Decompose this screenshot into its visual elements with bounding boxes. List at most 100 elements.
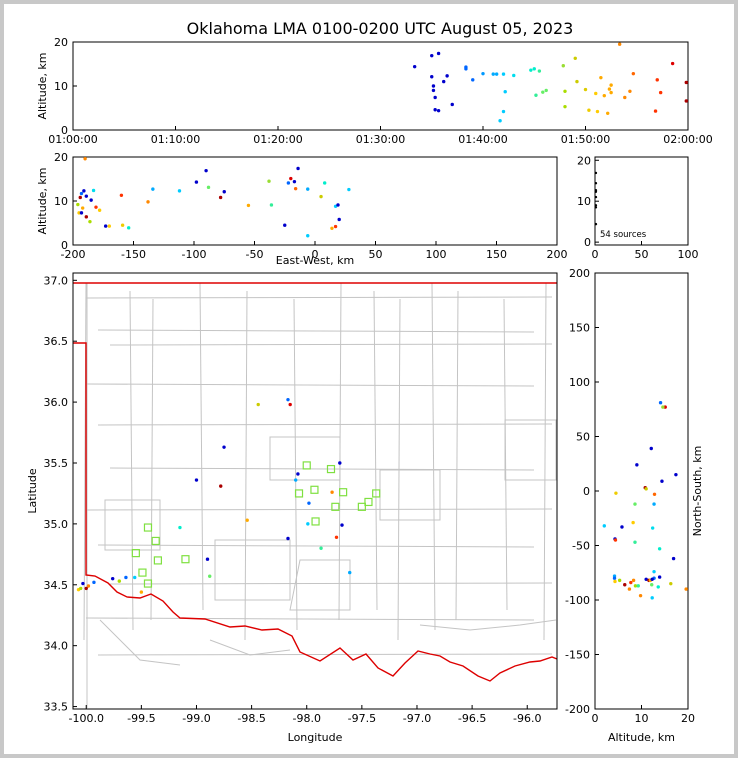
county-line bbox=[431, 282, 436, 631]
map-source-point bbox=[81, 581, 85, 586]
map-source-point bbox=[319, 546, 323, 550]
state-border bbox=[73, 282, 558, 682]
ew-panel-xlabel: East-West, km bbox=[276, 254, 354, 267]
time-panel-point bbox=[430, 53, 434, 58]
time-panel-point bbox=[573, 56, 577, 60]
ew-panel-point bbox=[333, 224, 338, 229]
time-tick-label: 01:30:00 bbox=[356, 133, 405, 146]
ns-tick-label: -150 bbox=[565, 649, 590, 662]
ew-panel-point bbox=[119, 193, 124, 197]
altitude-tick-label: 10 bbox=[577, 195, 591, 208]
ns-panel-xlabel: Altitude, km bbox=[608, 731, 675, 744]
county-line bbox=[109, 343, 553, 346]
ns-panel-point bbox=[623, 583, 627, 587]
longitude-tick-label: -99.0 bbox=[182, 712, 210, 725]
ew-panel-point bbox=[76, 202, 80, 207]
ns-panel-ylabel: North-South, km bbox=[691, 446, 704, 537]
ns-panel-point bbox=[652, 502, 656, 506]
longitude-tick-label: -100.0 bbox=[68, 712, 103, 725]
histogram-point bbox=[594, 171, 598, 175]
ns-panel-point bbox=[656, 585, 660, 589]
time-panel-point bbox=[503, 90, 507, 94]
ns-tick-label: -50 bbox=[572, 540, 590, 553]
map-source-point bbox=[139, 590, 144, 594]
time-panel-point bbox=[658, 90, 663, 95]
ew-panel-point bbox=[120, 223, 125, 227]
ns-tick-label: 50 bbox=[576, 431, 590, 444]
time-panel-point bbox=[563, 89, 567, 93]
ns-panel-point bbox=[652, 569, 656, 574]
time-tick-label: 02:00:00 bbox=[663, 133, 712, 146]
time-panel-point bbox=[501, 72, 506, 76]
ns-panel-point bbox=[644, 487, 648, 491]
map-source-point bbox=[124, 575, 128, 580]
time-panel-point bbox=[430, 75, 434, 79]
time-panel-point bbox=[684, 99, 688, 103]
altitude-tick-label: 20 bbox=[681, 712, 695, 725]
lma-station-marker bbox=[364, 497, 373, 507]
altitude-tick-label: 0 bbox=[584, 236, 591, 249]
ew-panel-point bbox=[337, 217, 341, 222]
longitude-tick-label: -96.0 bbox=[513, 712, 541, 725]
time-panel-point bbox=[431, 88, 436, 93]
map-source-point bbox=[194, 478, 199, 482]
ew-panel-point bbox=[78, 195, 82, 200]
time-panel-point bbox=[670, 61, 675, 66]
longitude-tick-label: -99.5 bbox=[127, 712, 155, 725]
lma-station-marker bbox=[372, 489, 381, 498]
time-panel-point bbox=[595, 109, 600, 114]
time-panel-point bbox=[623, 95, 627, 100]
lma-station-marker bbox=[331, 502, 340, 511]
ew-panel-point bbox=[347, 187, 351, 192]
ns-panel-point bbox=[631, 578, 636, 583]
map-background bbox=[73, 273, 557, 709]
ns-panel-point bbox=[650, 596, 654, 600]
histogram-point bbox=[594, 222, 598, 226]
time-panel-point bbox=[602, 93, 606, 98]
ew-panel-point bbox=[97, 208, 102, 212]
ew-panel-point bbox=[267, 179, 271, 183]
latitude-tick-label: 36.0 bbox=[44, 396, 69, 409]
ew-panel-point bbox=[269, 203, 274, 207]
ew-panel-point bbox=[292, 179, 297, 184]
ew-panel-point bbox=[306, 187, 310, 191]
time-panel-point bbox=[534, 93, 538, 97]
time-panel-point bbox=[587, 108, 591, 112]
ew-panel-point bbox=[246, 203, 251, 208]
time-panel-point bbox=[609, 83, 613, 87]
county-line bbox=[85, 508, 553, 511]
longitude-tick-label: -96.5 bbox=[458, 712, 486, 725]
map-source-point bbox=[306, 522, 310, 526]
time-panel-point bbox=[494, 72, 499, 76]
lma-station-marker bbox=[339, 488, 348, 497]
ew-panel-point bbox=[286, 181, 291, 185]
map-source-point bbox=[205, 557, 210, 561]
map-ylabel: Latitude bbox=[26, 468, 39, 514]
ns-panel-point bbox=[652, 492, 657, 496]
time-panel-point bbox=[606, 111, 610, 115]
time-panel-point bbox=[433, 108, 437, 112]
time-panel-point bbox=[501, 109, 506, 114]
ew-panel-point bbox=[204, 168, 208, 173]
histogram-point bbox=[594, 190, 598, 193]
latitude-tick-label: 34.5 bbox=[44, 579, 69, 592]
time-panel-point bbox=[607, 87, 612, 91]
time-panel-point bbox=[431, 84, 436, 88]
county-line bbox=[129, 290, 134, 631]
time-panel-point bbox=[561, 64, 565, 68]
ns-panel-point bbox=[613, 579, 617, 584]
ew-tick-label: 50 bbox=[369, 248, 383, 261]
map-source-point bbox=[110, 576, 115, 581]
latitude-tick-label: 33.5 bbox=[44, 701, 69, 714]
time-panel-point bbox=[445, 74, 449, 78]
map-source-point bbox=[286, 536, 290, 541]
histogram-point bbox=[594, 206, 598, 209]
ew-panel-point bbox=[84, 215, 89, 219]
ns-tick-label: 200 bbox=[569, 267, 590, 280]
lma-station-marker bbox=[310, 485, 319, 494]
county-shape bbox=[86, 283, 557, 708]
lma-station-marker bbox=[181, 555, 190, 564]
map-source-point bbox=[219, 484, 223, 488]
lma-station-marker bbox=[143, 523, 153, 532]
